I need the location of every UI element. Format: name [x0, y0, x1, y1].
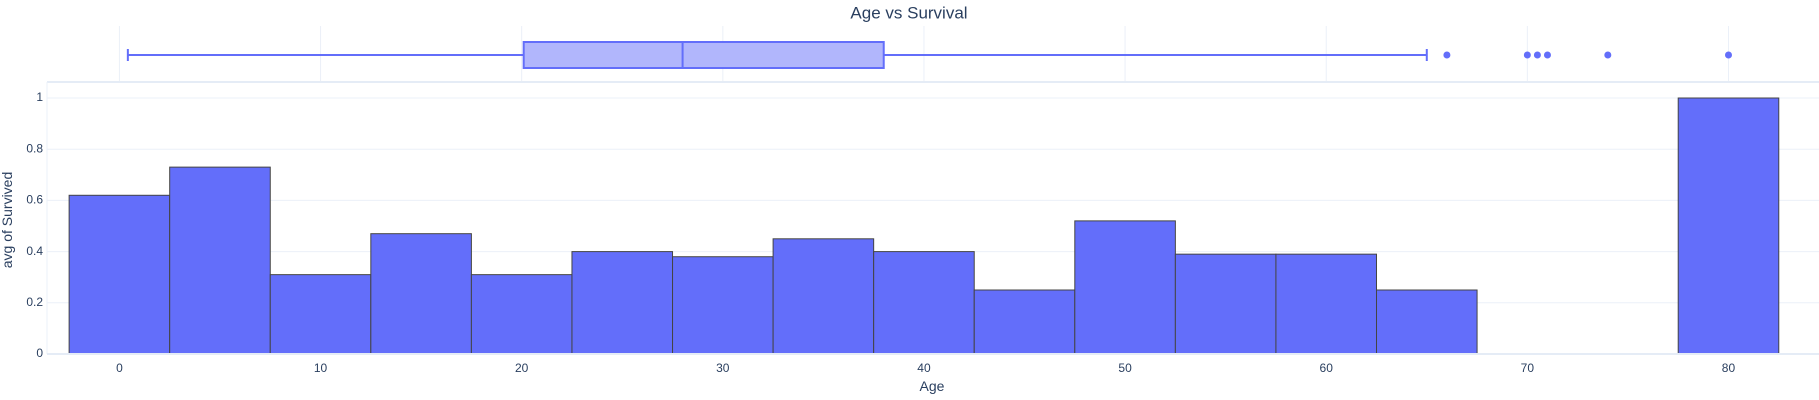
x-tick-label: 50 [1118, 361, 1132, 375]
histogram-bars [68, 97, 1780, 355]
y-tick-label: 1 [36, 90, 43, 104]
histogram-bar [1677, 97, 1780, 355]
histogram-bar [672, 256, 774, 355]
x-tick-label: 60 [1320, 361, 1334, 375]
box-outlier-point [1604, 51, 1612, 59]
x-tick-label: 80 [1722, 361, 1736, 375]
histogram-bar [1376, 289, 1478, 355]
histogram-bar [772, 238, 875, 355]
histogram-bar [269, 274, 372, 355]
x-tick-label: 10 [314, 361, 328, 375]
box-outlier-point [1443, 51, 1451, 59]
box-outlier-point [1523, 51, 1531, 59]
box-outlier-point [1724, 51, 1732, 59]
x-tick-label: 30 [716, 361, 730, 375]
box-iqr [522, 41, 885, 69]
histogram-bar [873, 251, 975, 355]
x-tick-label: 70 [1521, 361, 1535, 375]
histogram-bar [1074, 220, 1176, 355]
x-axis-title: Age [920, 378, 945, 394]
histogram-bar [1174, 253, 1277, 355]
box-outlier-point [1533, 51, 1541, 59]
y-axis-title: avg of Survived [0, 172, 15, 269]
histogram-bar [470, 274, 573, 355]
y-axis-ticks: 0 0.2 0.4 0.6 0.8 1 [26, 90, 43, 360]
x-tick-label: 20 [515, 361, 529, 375]
y-tick-label: 0.2 [26, 295, 43, 309]
x-axis-ticks: 0 10 20 30 40 50 60 70 80 [116, 361, 1735, 375]
histogram-bar [169, 166, 271, 355]
y-tick-label: 0.8 [26, 141, 43, 155]
y-tick-label: 0 [36, 346, 43, 360]
histogram-bar [1275, 253, 1378, 355]
chart-title: Age vs Survival [850, 3, 967, 22]
x-tick-label: 0 [116, 361, 123, 375]
histogram-bar [973, 289, 1076, 355]
box-outlier-point [1543, 51, 1551, 59]
histogram-bar [571, 251, 674, 355]
box-plot [126, 41, 1732, 69]
histogram-bar [370, 233, 472, 355]
histogram-bar [68, 194, 171, 355]
x-tick-label: 40 [917, 361, 931, 375]
y-tick-label: 0.6 [26, 193, 43, 207]
y-tick-label: 0.4 [26, 244, 43, 258]
